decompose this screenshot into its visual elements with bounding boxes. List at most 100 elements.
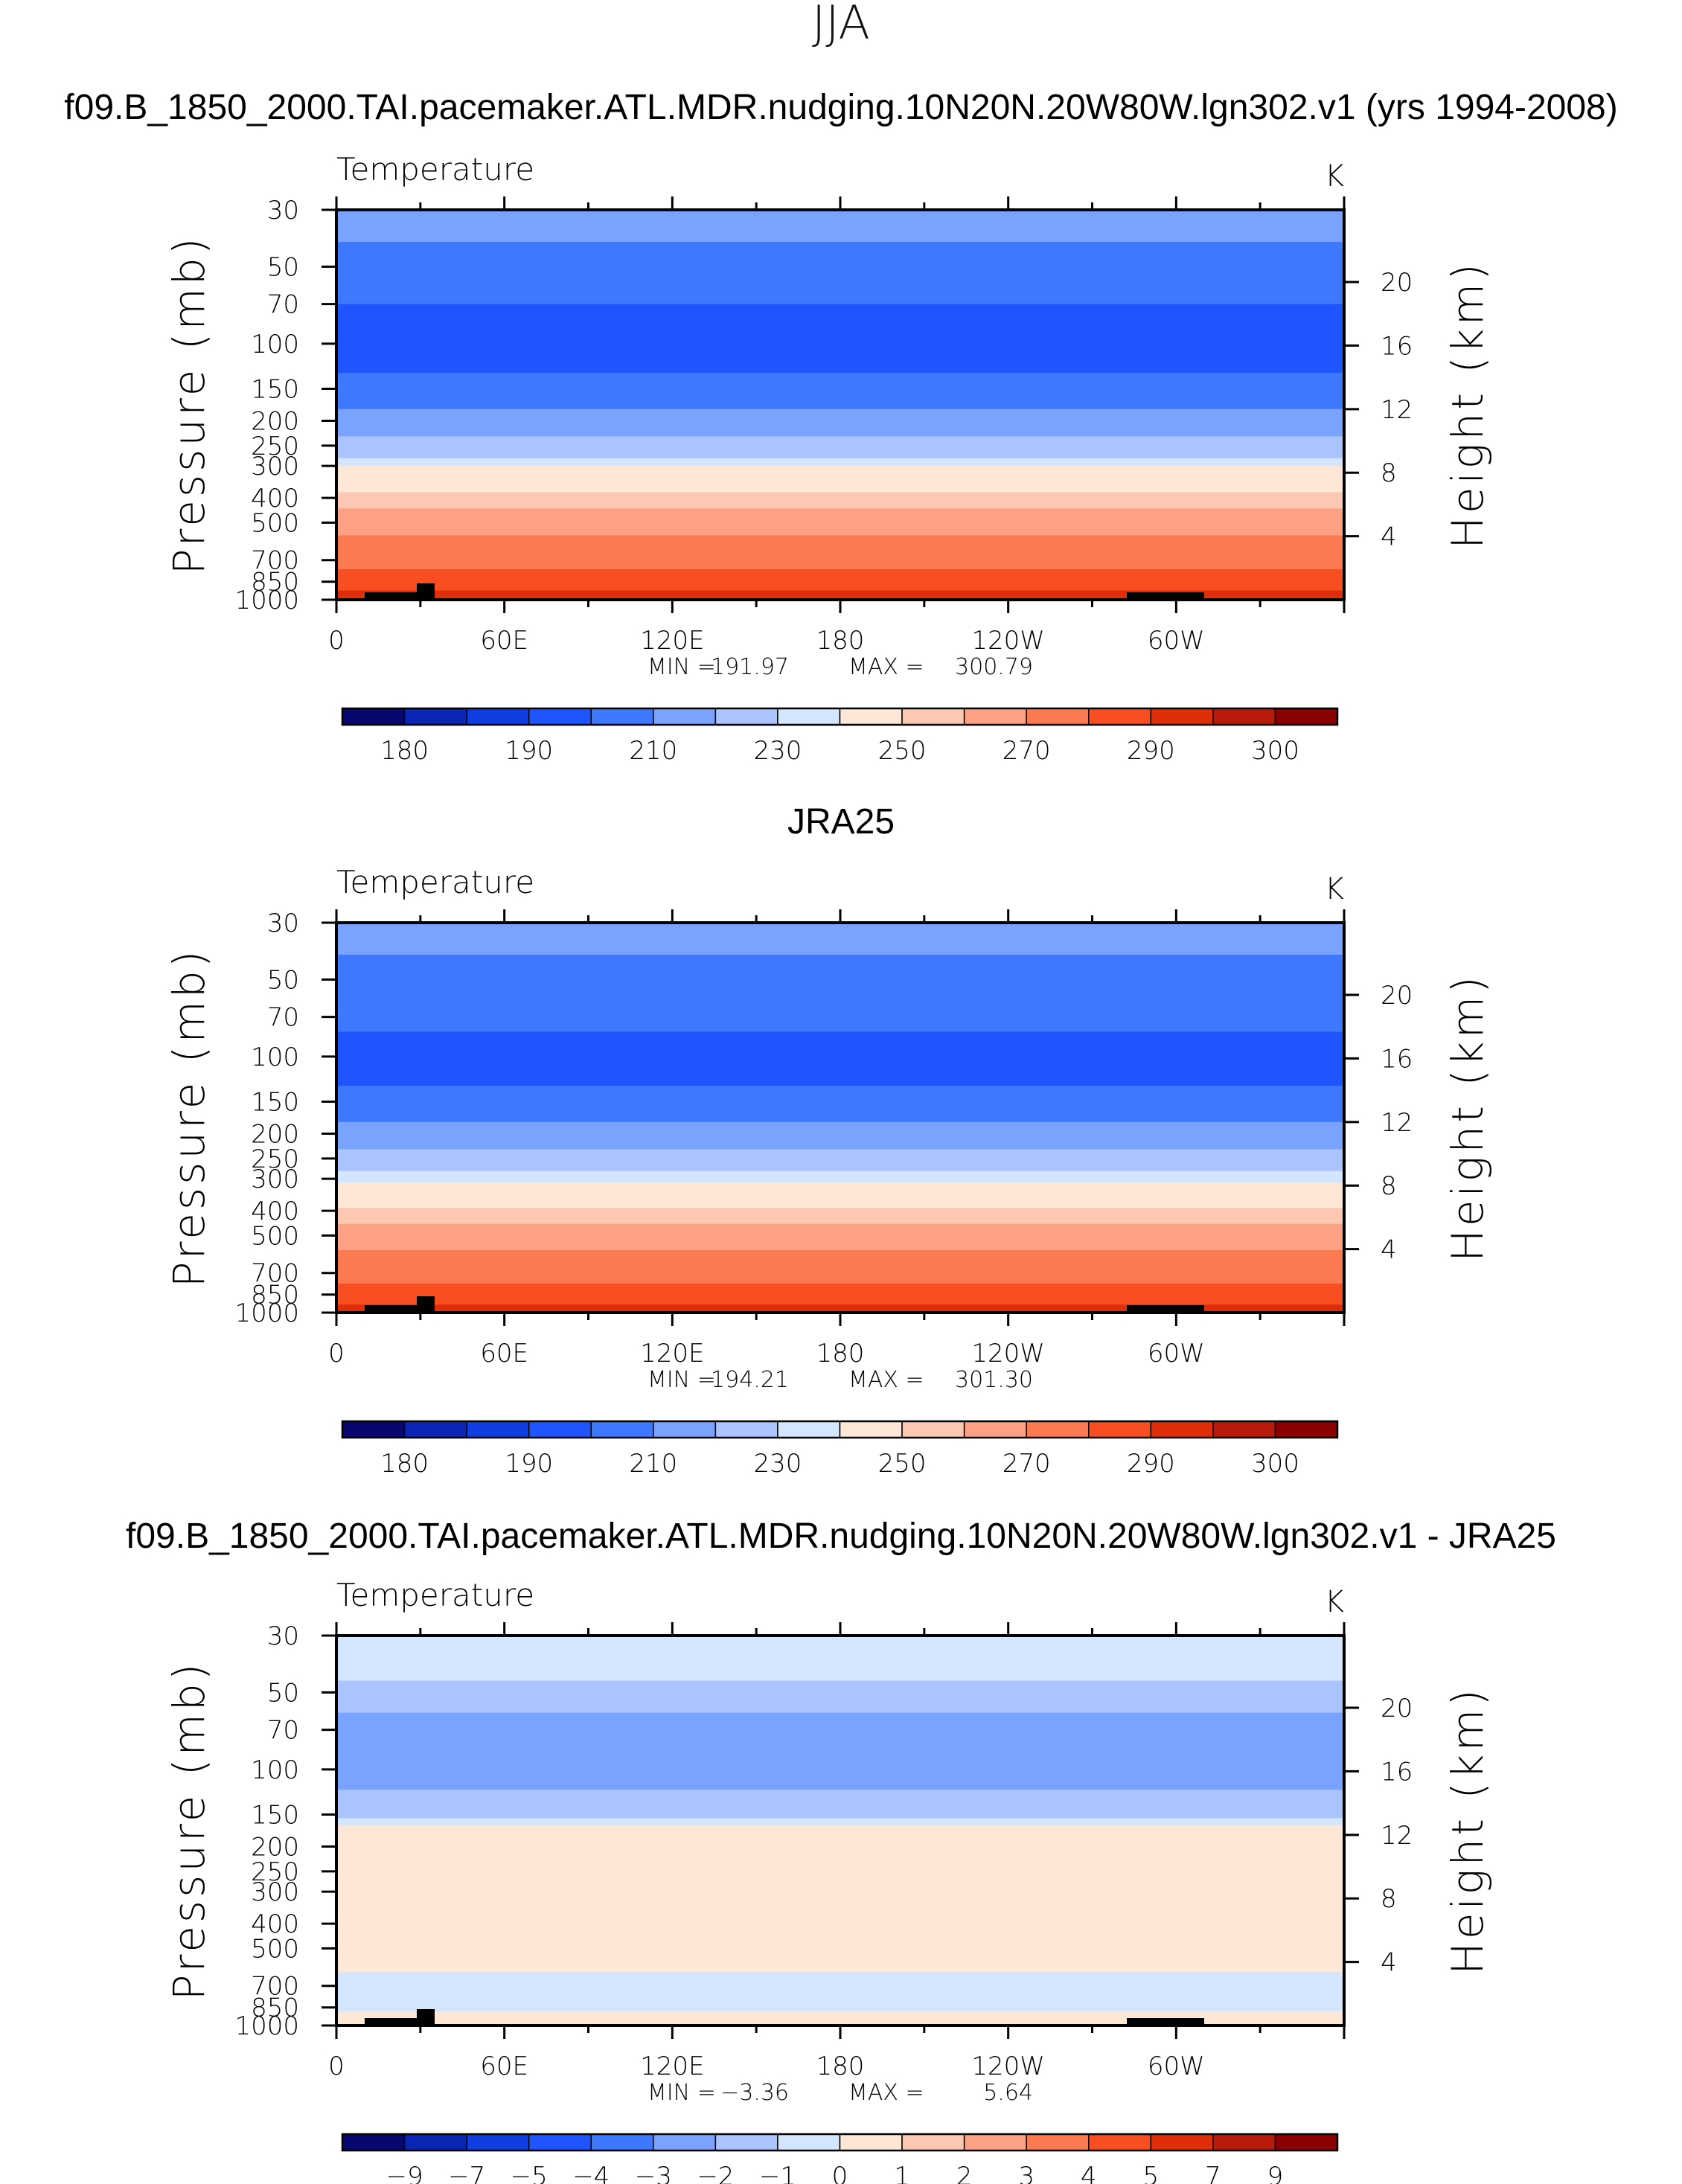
colorbar-swatch bbox=[466, 708, 530, 726]
colorbar-swatch bbox=[901, 2133, 965, 2151]
colorbar-label: 7 bbox=[1205, 2162, 1221, 2184]
contour-band bbox=[336, 1636, 1344, 1682]
colorbar-frame bbox=[341, 2133, 1339, 2152]
y-tick-label: 70 bbox=[267, 1003, 299, 1033]
colorbar-swatch bbox=[403, 2133, 467, 2151]
contour-band bbox=[336, 535, 1344, 570]
contour-band bbox=[336, 1149, 1344, 1172]
contour-band bbox=[336, 1712, 1344, 1790]
contour-band bbox=[336, 373, 1344, 410]
topography-mask bbox=[365, 1305, 421, 1313]
y-tick-label: 300 bbox=[251, 1877, 299, 1907]
colorbar-swatch bbox=[1274, 708, 1338, 726]
max-label: MAX = bbox=[848, 1367, 924, 1393]
y-axis-label: Pressure (mb) bbox=[164, 948, 214, 1288]
colorbar-swatch bbox=[1212, 708, 1276, 726]
x-tick-label: 180 bbox=[816, 2052, 865, 2081]
y-axis-label: Pressure (mb) bbox=[164, 1661, 214, 2001]
variable-label: Temperature bbox=[336, 151, 534, 188]
contour-band bbox=[336, 1031, 1344, 1086]
contour-band bbox=[336, 466, 1344, 493]
y-tick-label: 200 bbox=[251, 1119, 299, 1149]
x-tick-label: 120W bbox=[971, 2052, 1045, 2081]
y-right-tick-label: 4 bbox=[1381, 522, 1397, 552]
y-tick-label: 1000 bbox=[234, 1298, 299, 1328]
colorbar: −9 −7 −5 −4 −3 −2 −1 0 1 2 3 4 5 7 9 bbox=[341, 2133, 1339, 2184]
panel-1: f09.B_1850_2000.TAI.pacemaker.ATL.MDR.nu… bbox=[64, 88, 1617, 766]
colorbar-swatch bbox=[1088, 1421, 1152, 1438]
contour-band bbox=[336, 1121, 1344, 1150]
colorbar-swatch bbox=[839, 708, 903, 726]
panel-title: f09.B_1850_2000.TAI.pacemaker.ATL.MDR.nu… bbox=[126, 1517, 1556, 1556]
x-tick-label: 180 bbox=[816, 1339, 865, 1368]
colorbar-label: 5 bbox=[1142, 2162, 1159, 2184]
x-tick-label: 60E bbox=[480, 2052, 528, 2081]
y-tick-label: 50 bbox=[267, 252, 299, 282]
min-value: 191.97 bbox=[711, 654, 789, 680]
y-right-tick-label: 16 bbox=[1381, 1757, 1413, 1787]
contour-band bbox=[336, 1223, 1344, 1251]
contour-band bbox=[336, 1680, 1344, 1714]
units-label: K bbox=[1325, 159, 1344, 193]
y-tick-label: 150 bbox=[251, 375, 299, 405]
y-right-tick-label: 8 bbox=[1381, 1884, 1397, 1914]
contour-band bbox=[336, 409, 1344, 437]
colorbar-swatch bbox=[714, 2133, 778, 2151]
colorbar-swatch bbox=[1274, 1421, 1338, 1438]
topography-mask bbox=[417, 583, 435, 600]
colorbar-swatch bbox=[1088, 708, 1152, 726]
y-tick-label: 150 bbox=[251, 1088, 299, 1118]
contour-band bbox=[336, 1208, 1344, 1225]
colorbar-swatch bbox=[777, 708, 841, 726]
y-right-tick-label: 12 bbox=[1381, 1108, 1413, 1138]
contour-band bbox=[336, 241, 1344, 305]
y-tick-label: 250 bbox=[251, 1857, 299, 1887]
colorbar: 180 190 210 230 250 270 290 300 bbox=[341, 1420, 1339, 1479]
y-tick-label: 400 bbox=[251, 484, 299, 513]
y-tick-label: 700 bbox=[251, 1972, 299, 2002]
colorbar-label: 9 bbox=[1267, 2162, 1284, 2184]
y-right-axis-label: Height (km) bbox=[1442, 260, 1493, 549]
x-tick-label: 180 bbox=[816, 626, 865, 656]
panel-title: JRA25 bbox=[787, 802, 895, 842]
colorbar-swatch bbox=[1026, 1421, 1090, 1438]
topography-mask bbox=[417, 1296, 435, 1313]
contour-field bbox=[336, 923, 1344, 1313]
contour-band bbox=[336, 1790, 1344, 1819]
x-tick-label: 60W bbox=[1148, 626, 1205, 656]
y-tick-label: 30 bbox=[267, 1621, 299, 1651]
colorbar-swatch bbox=[590, 708, 654, 726]
colorbar-label: 250 bbox=[878, 1449, 927, 1479]
y-tick-label: 400 bbox=[251, 1197, 299, 1226]
contour-band bbox=[336, 954, 1344, 1033]
colorbar-swatch bbox=[1088, 2133, 1152, 2151]
topography-mask bbox=[1127, 1305, 1204, 1313]
colorbar-swatch bbox=[777, 2133, 841, 2151]
y-tick-label: 700 bbox=[251, 1259, 299, 1289]
colorbar-label: −2 bbox=[697, 2162, 734, 2184]
colorbar-swatch bbox=[714, 1421, 778, 1438]
contour-band bbox=[336, 1182, 1344, 1208]
figure-title: JJA bbox=[812, 0, 870, 50]
colorbar-swatch bbox=[403, 1421, 467, 1438]
colorbar-swatch bbox=[466, 2133, 530, 2151]
y-tick-label: 100 bbox=[251, 330, 299, 359]
contour-band bbox=[336, 1304, 1344, 1313]
contour-band bbox=[336, 1283, 1344, 1305]
colorbar-label: 210 bbox=[629, 736, 677, 766]
y-tick-label: 1000 bbox=[234, 2011, 299, 2041]
colorbar-swatch bbox=[1212, 1421, 1276, 1438]
contour-field bbox=[336, 1636, 1344, 2026]
colorbar-swatch bbox=[1150, 1421, 1214, 1438]
colorbar-label: 180 bbox=[380, 736, 429, 766]
max-value: 300.79 bbox=[955, 654, 1033, 680]
contour-band bbox=[336, 569, 1344, 592]
units-label: K bbox=[1325, 1585, 1344, 1619]
colorbar-swatch bbox=[1026, 2133, 1090, 2151]
y-tick-label: 200 bbox=[251, 1832, 299, 1862]
contour-band bbox=[336, 210, 1344, 243]
colorbar-swatch bbox=[901, 708, 965, 726]
colorbar-frame bbox=[341, 707, 1339, 726]
topography-mask bbox=[417, 2009, 435, 2026]
colorbar-label: 230 bbox=[753, 736, 802, 766]
